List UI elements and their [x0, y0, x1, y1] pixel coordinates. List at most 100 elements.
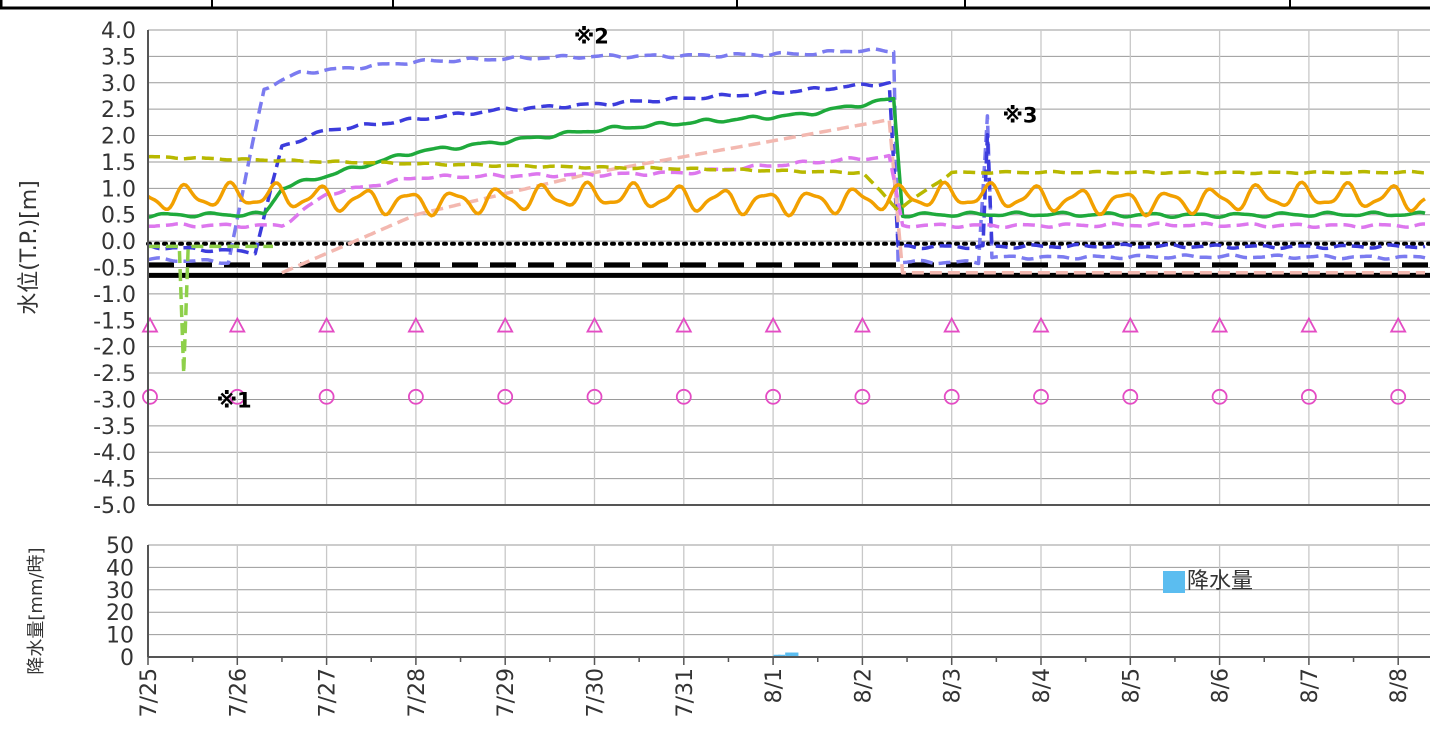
- x-tick-label: 7/26: [226, 668, 251, 717]
- triangle-marker: [1300, 316, 1318, 333]
- series-line: [147, 180, 1426, 218]
- triangle-marker: [1389, 316, 1407, 333]
- series-line: [147, 47, 1426, 266]
- y-tick-label: 2.0: [101, 125, 136, 150]
- y-tick-label: -2.0: [93, 336, 136, 361]
- x-tick-label: 8/7: [1298, 668, 1323, 703]
- x-tick-label: 8/2: [851, 668, 876, 703]
- triangle-marker: [1121, 316, 1139, 333]
- y-tick-label: 4.0: [101, 19, 136, 44]
- series-line: [148, 244, 273, 375]
- x-tick-label: 7/25: [137, 668, 162, 717]
- y-tick-label: -3.0: [93, 388, 136, 413]
- series-line: [147, 81, 1426, 256]
- circle-marker: [497, 388, 514, 405]
- annotation-label: ※1: [217, 388, 252, 412]
- y-tick-label: 40: [106, 556, 134, 581]
- rainfall-grid: [147, 544, 1430, 658]
- date-axis: 7/25 7/26 7/27 7/28 7/29 7/30 7/31 8/1 8/2 8/3 8/4…: [137, 657, 1412, 717]
- circle-marker: [407, 388, 424, 405]
- series-line: [147, 153, 1425, 230]
- y-tick-label: 1.5: [101, 151, 136, 176]
- series-line: [147, 96, 1426, 220]
- x-tick-label: 7/28: [405, 668, 430, 717]
- y-tick-label: -4.5: [93, 468, 136, 493]
- triangle-marker: [496, 316, 514, 333]
- circle-marker: [943, 388, 960, 405]
- triangle-marker: [318, 316, 336, 333]
- circle-marker: [675, 388, 692, 405]
- triangle-marker: [585, 316, 604, 333]
- y-tick-label: 0.5: [101, 204, 136, 229]
- y-axis-title: 降水量[mm/時]: [26, 547, 47, 674]
- y-tick-label: 3.5: [101, 45, 136, 70]
- rainfall-bars: [773, 652, 799, 657]
- circle-marker: [318, 388, 335, 405]
- water-level-grid: [147, 29, 1430, 506]
- y-tick-label: 1.0: [101, 177, 136, 202]
- triangle-marker: [853, 316, 871, 333]
- legend-swatch: [1163, 571, 1185, 593]
- legend-label: 降水量: [1187, 569, 1253, 594]
- rainfall-bar: [785, 652, 793, 657]
- triangle-marker: [228, 316, 246, 333]
- annotation-label: ※2: [574, 24, 609, 48]
- y-axis-title: 水位(T.P.)[m]: [17, 180, 42, 314]
- triangle-marker: [407, 316, 425, 333]
- triangle-marker: [675, 316, 693, 333]
- water-level-axis: 4.03.53.02.52.01.51.00.50.0-0.5-1.0-1.5-…: [17, 19, 1430, 519]
- rainfall-bar: [791, 652, 799, 657]
- circle-marker: [854, 388, 871, 405]
- annotation-label: ※3: [1002, 103, 1037, 127]
- y-tick-label: -1.5: [93, 309, 136, 334]
- x-tick-label: 7/27: [316, 668, 341, 717]
- circle-marker: [1390, 388, 1407, 405]
- rainfall-legend: 降水量: [1163, 569, 1253, 594]
- x-tick-label: 8/1: [762, 668, 787, 703]
- circle-marker: [142, 388, 158, 405]
- y-tick-label: -2.5: [93, 362, 136, 387]
- y-tick-label: 0: [120, 646, 134, 671]
- y-tick-label: 50: [106, 534, 134, 559]
- y-tick-label: -1.0: [93, 283, 136, 308]
- x-tick-label: 8/4: [1030, 668, 1055, 703]
- x-tick-label: 8/8: [1387, 668, 1412, 703]
- reference-markers: [141, 316, 1407, 405]
- circle-marker: [586, 388, 603, 405]
- y-tick-label: 2.5: [101, 98, 136, 123]
- circle-marker: [1033, 388, 1049, 405]
- circle-marker: [765, 388, 781, 405]
- y-tick-label: 30: [106, 579, 134, 604]
- triangle-marker: [764, 316, 782, 333]
- top-table-frame: [0, 0, 1430, 10]
- y-tick-label: 3.0: [101, 72, 136, 97]
- triangle-marker: [1032, 316, 1050, 333]
- y-tick-label: -0.5: [93, 257, 136, 282]
- circle-marker: [1122, 388, 1139, 405]
- y-tick-label: 10: [106, 624, 134, 649]
- rainfall-bar: [773, 654, 781, 657]
- x-tick-label: 8/6: [1209, 668, 1234, 703]
- circle-marker: [1211, 388, 1228, 405]
- series-line: [281, 117, 1425, 275]
- y-tick-label: -5.0: [93, 494, 136, 519]
- x-tick-label: 7/30: [584, 668, 609, 717]
- circle-marker: [229, 388, 246, 405]
- x-tick-label: 8/3: [941, 668, 966, 703]
- triangle-marker: [943, 316, 961, 333]
- x-tick-label: 7/29: [494, 668, 519, 717]
- series-line: [147, 154, 1425, 213]
- x-tick-label: 8/5: [1119, 668, 1144, 703]
- x-tick-label: 7/31: [673, 668, 698, 717]
- circle-marker: [1301, 388, 1317, 405]
- triangle-marker: [141, 316, 159, 333]
- y-tick-label: -4.0: [93, 441, 136, 466]
- rainfall-bar: [778, 654, 786, 657]
- y-tick-label: -3.5: [93, 415, 136, 440]
- reference-lines: [146, 241, 1430, 278]
- annotations: ※1 ※2 ※3: [217, 24, 1038, 412]
- triangle-marker: [1211, 316, 1229, 333]
